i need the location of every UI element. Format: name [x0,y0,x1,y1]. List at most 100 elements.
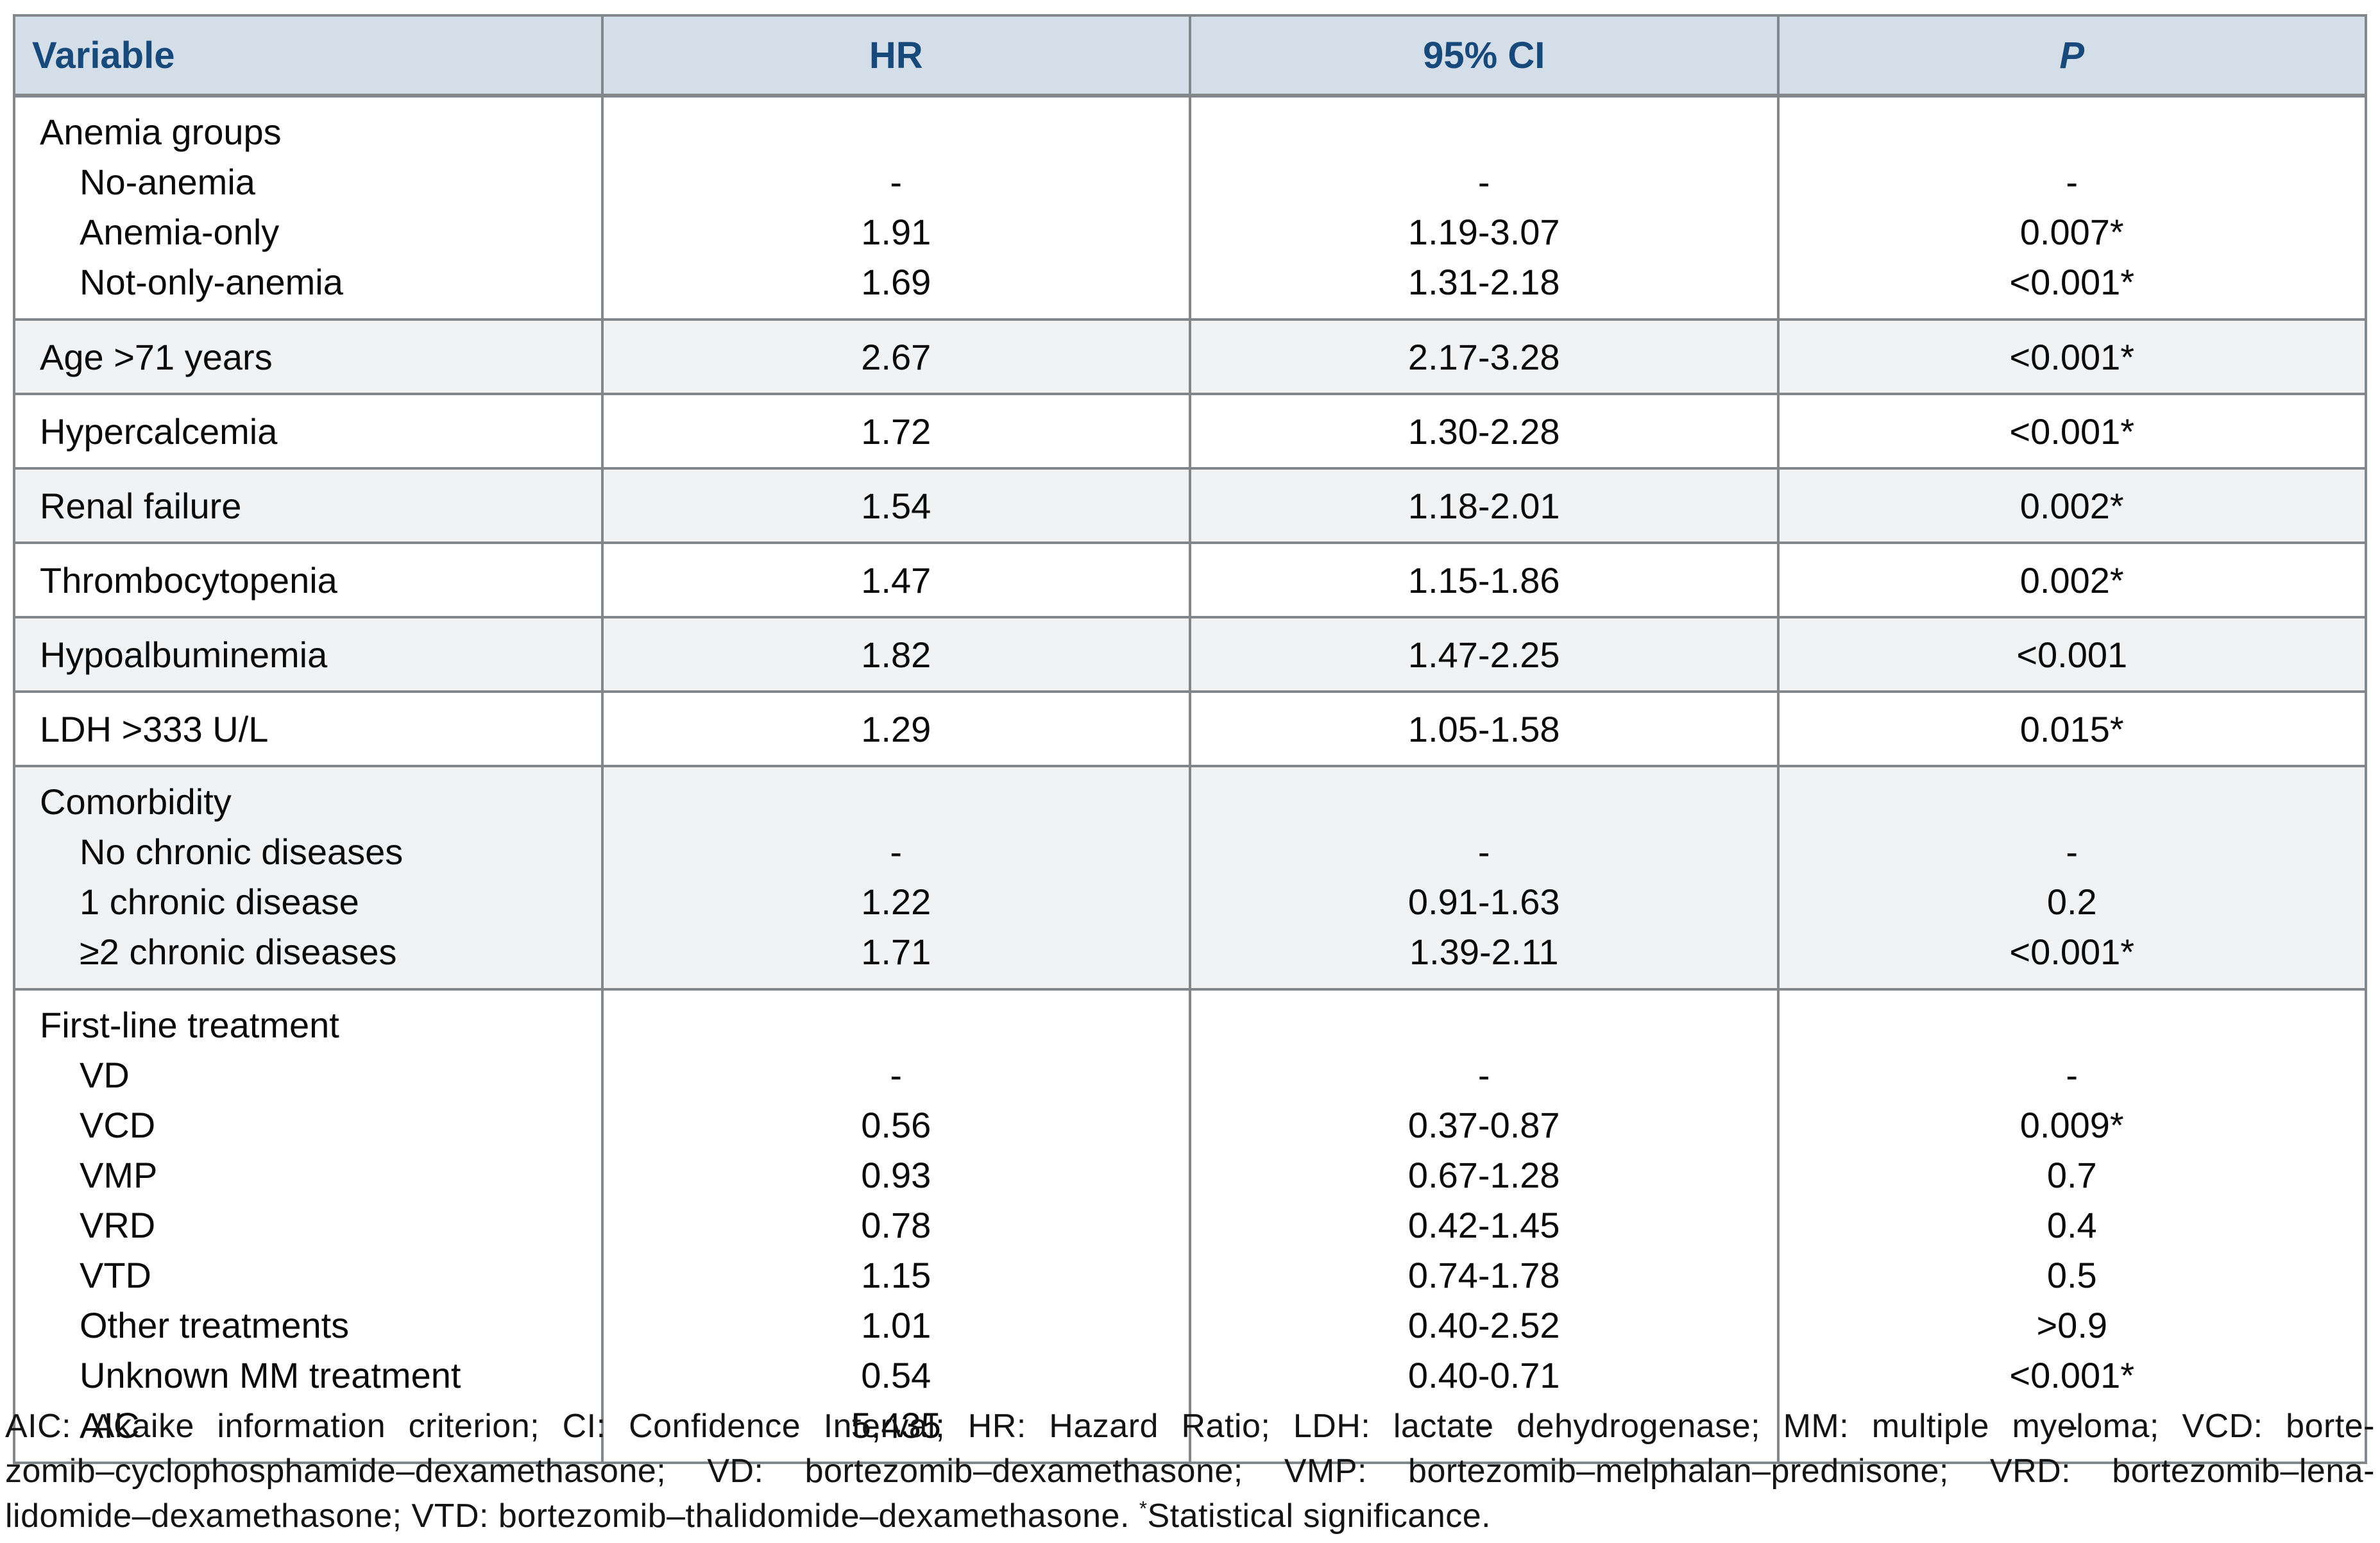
p-cell: <0.001* [1776,926,2366,989]
table-row: VD - - - [14,1050,2366,1100]
hr-cell: 1.71 [600,926,1190,989]
ci-cell: - [1189,826,1778,876]
variable-cell: VCD [80,1104,156,1145]
table-row: AIC 5,435- - [14,1400,2366,1463]
table-row: 1 chronic disease 1.22 0.91-1.63 0.2 [14,876,2366,926]
footnote-line-3: lidomide–dexamethasone; VTD: bortezomib–… [5,1494,2375,1539]
table-row: ≥2 chronic diseases 1.71 1.39-2.11 <0.001* [14,926,2366,989]
results-table-wrap: Variable HR 95% CI P Anemia groups No-ane… [13,14,2367,1464]
hr-cell: 5,435 [600,1400,1190,1463]
hr-cell: 1.47 [600,541,1190,617]
ci-cell [1189,765,1778,826]
table-row: VTD 1.15 0.74-1.78 0.5 [14,1250,2366,1300]
p-cell [1776,94,2366,157]
variable-cell: No-anemia [80,161,255,202]
variable-cell: No chronic diseases [14,826,602,876]
ci-cell: 0.74-1.78 [1189,1250,1778,1300]
ci-cell: 1.47-2.25 [1189,616,1778,692]
hr-cell: 2.67 [600,318,1190,394]
hr-cell: 1.69 [600,257,1190,320]
variable-cell: Other treatments [80,1304,350,1345]
p-cell: 0.009* [1776,1100,2366,1150]
statistical-significance-asterisk: * [1139,1497,1148,1520]
ci-cell: 0.40-2.52 [1189,1300,1778,1350]
variable-cell: Hypoalbuminemia [14,616,602,692]
header-row: Variable HR 95% CI P [14,15,2366,98]
ci-cell: 1.18-2.01 [1189,467,1778,543]
p-cell: 0.002* [1776,467,2366,543]
footnote-line-3-text: lidomide–dexamethasone; VTD: bortezomib–… [5,1497,1139,1535]
hr-cell [600,94,1190,157]
results-table: Variable HR 95% CI P Anemia groups No-ane… [13,14,2367,1464]
hr-cell [600,765,1190,826]
results-table-body: Anemia groups No-anemia - - - Anemia-only 1.91… [14,94,2366,1463]
variable-cell: AIC [80,1404,140,1445]
p-cell: <0.001* [1776,1350,2366,1400]
variable-cell: VD [80,1054,130,1095]
p-cell: <0.001* [1776,257,2366,320]
hr-cell: 0.93 [600,1150,1190,1200]
p-cell [1776,988,2366,1050]
variable-cell: Renal failure [14,467,602,543]
hr-cell: 0.56 [600,1100,1190,1150]
hr-cell: - [600,826,1190,876]
hr-cell: 0.78 [600,1200,1190,1250]
p-cell: - [1776,1400,2366,1463]
ci-cell: 1.31-2.18 [1189,257,1778,320]
hr-cell: 1.29 [600,690,1190,766]
hr-cell [600,988,1190,1050]
ci-cell: 1.15-1.86 [1189,541,1778,617]
p-cell: 0.015* [1776,690,2366,766]
p-cell: <0.001* [1776,393,2366,468]
table-row: Thrombocytopenia 1.47 1.15-1.86 0.002* [14,541,2366,617]
hr-cell: 1.91 [600,207,1190,257]
ci-cell: - [1189,1400,1778,1463]
p-cell: - [1776,1050,2366,1100]
p-cell: 0.007* [1776,207,2366,257]
variable-cell: VRD [80,1204,156,1245]
variable-cell: VTD [80,1254,151,1295]
table-row: No-anemia - - - [14,157,2366,207]
p-cell: 0.4 [1776,1200,2366,1250]
table-row: Anemia-only 1.91 1.19-3.07 0.007* [14,207,2366,257]
hr-cell: - [600,1050,1190,1100]
ci-cell: 1.39-2.11 [1189,926,1778,989]
ci-cell [1189,94,1778,157]
footnote-line-1: AIC: Akaike information criterion; CI: C… [5,1408,2375,1445]
variable-cell: LDH >333 U/L [14,690,602,766]
hr-cell: 1.15 [600,1250,1190,1300]
table-row: Anemia groups [14,94,2366,157]
table-row: VMP 0.93 0.67-1.28 0.7 [14,1150,2366,1200]
table-row: Comorbidity [14,765,2366,826]
ci-cell: 0.91-1.63 [1189,876,1778,926]
ci-cell: 0.40-0.71 [1189,1350,1778,1400]
p-cell: 0.2 [1776,876,2366,926]
footnote-line-2: zomib–cyclophosphamide–dexamethasone; VD… [5,1453,2375,1490]
table-row: First-line treatment [14,988,2366,1050]
p-cell: - [1776,157,2366,207]
variable-cell: VMP [80,1154,158,1195]
table-row: Not-only-anemia 1.69 1.31-2.18 <0.001* [14,257,2366,320]
ci-cell: - [1189,157,1778,207]
p-cell: <0.001 [1776,616,2366,692]
hr-cell: 1.72 [600,393,1190,468]
variable-cell: Age >71 years [14,318,602,394]
ci-cell [1189,988,1778,1050]
p-cell: - [1776,826,2366,876]
ci-cell: 0.37-0.87 [1189,1100,1778,1150]
ci-cell: 2.17-3.28 [1189,318,1778,394]
p-cell: 0.002* [1776,541,2366,617]
ci-cell: 1.19-3.07 [1189,207,1778,257]
variable-cell: Anemia-only [80,211,280,252]
p-cell: >0.9 [1776,1300,2366,1350]
table-row: VRD 0.78 0.42-1.45 0.4 [14,1200,2366,1250]
variable-cell: Thrombocytopenia [14,541,602,617]
p-cell: 0.7 [1776,1150,2366,1200]
ci-cell: 1.05-1.58 [1189,690,1778,766]
column-header-variable: Variable [14,15,602,98]
hr-cell: 1.82 [600,616,1190,692]
p-cell [1776,765,2366,826]
p-cell: 0.5 [1776,1250,2366,1300]
column-header-ci: 95% CI [1189,15,1778,98]
